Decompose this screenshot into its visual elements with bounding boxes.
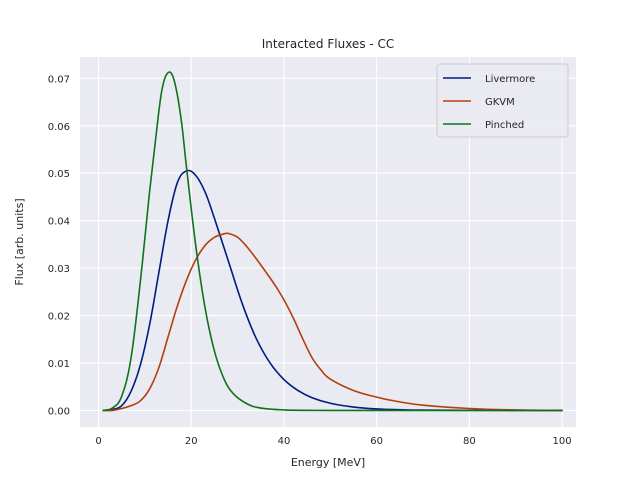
tick-labels: 0 20 40 60 80 100 0.00 0.01 0.02 0.03 0.04 0.05 0.06… xyxy=(48,74,572,447)
series-lines xyxy=(102,71,563,412)
x-tick-label: 60 xyxy=(370,436,383,447)
legend-label: GKVM xyxy=(485,97,515,108)
x-tick-label: 0 xyxy=(95,436,101,447)
y-tick-label: 0.04 xyxy=(48,217,70,228)
y-tick-label: 0.03 xyxy=(48,264,70,275)
legend-label: Pinched xyxy=(485,120,524,131)
y-axis-label: Flux [arb. units] xyxy=(13,198,26,285)
y-tick-label: 0.05 xyxy=(48,169,70,180)
series-line-livermore xyxy=(102,169,563,412)
series-line-gkvm xyxy=(102,232,563,412)
legend-box xyxy=(436,63,569,138)
y-tick-label: 0.01 xyxy=(48,359,70,370)
legend-label: Livermore xyxy=(485,74,535,85)
y-tick-label: 0.06 xyxy=(48,122,70,133)
y-tick-label: 0.02 xyxy=(48,312,70,323)
x-tick-label: 100 xyxy=(553,436,572,447)
y-tick-label: 0.07 xyxy=(48,74,70,85)
x-tick-label: 20 xyxy=(185,436,198,447)
y-tick-label: 0.00 xyxy=(48,406,70,417)
chart-title: Interacted Fluxes - CC xyxy=(262,37,395,51)
legend: Livermore GKVM Pinched xyxy=(436,63,569,138)
series-line-pinched xyxy=(102,71,563,412)
x-tick-label: 40 xyxy=(278,436,291,447)
x-axis-label: Energy [MeV] xyxy=(291,456,365,469)
x-tick-label: 80 xyxy=(463,436,476,447)
